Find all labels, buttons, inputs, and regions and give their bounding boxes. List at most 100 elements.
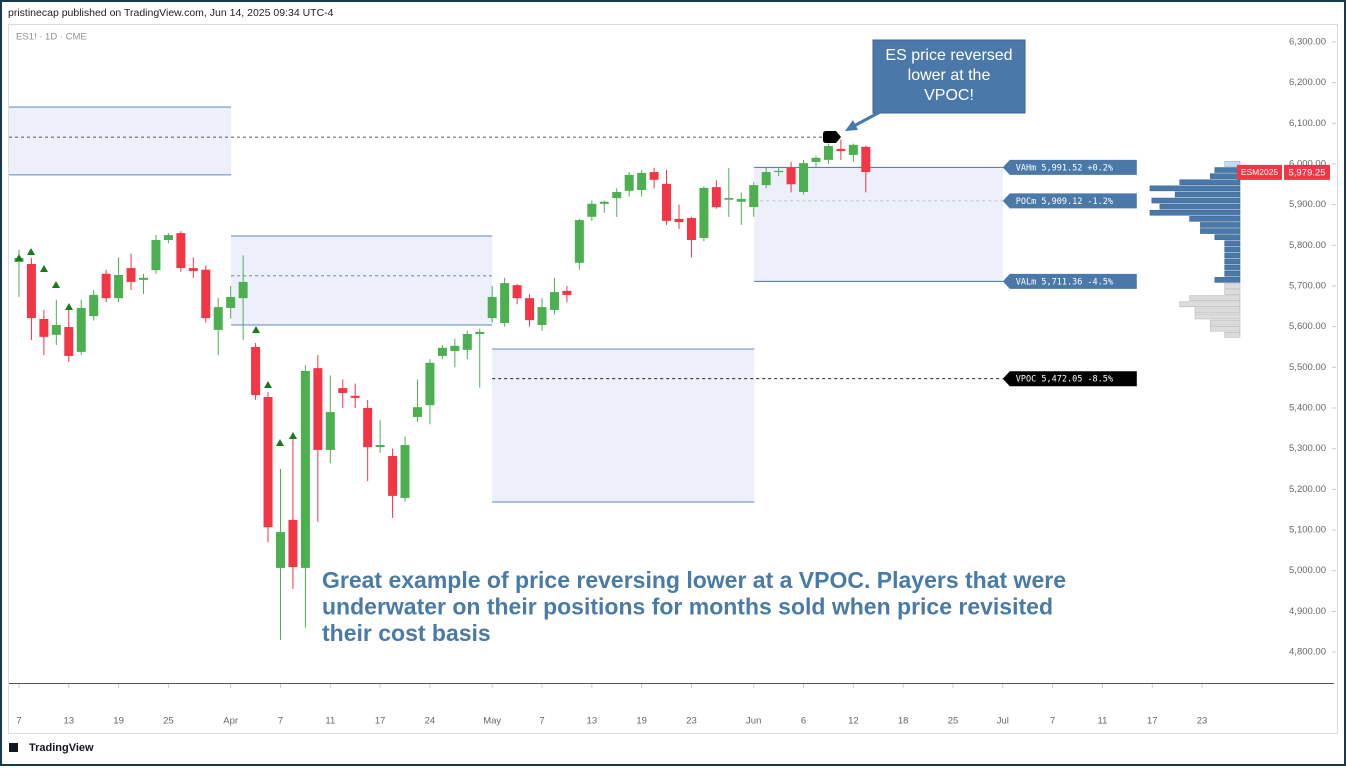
x-tick-label: 11 (1097, 716, 1107, 727)
candle-body (325, 412, 335, 450)
x-tick-label: 7 (16, 716, 21, 727)
profile-bar (1200, 222, 1241, 228)
candle-body (811, 157, 821, 162)
candle-body (699, 187, 709, 238)
level-label: VPOC 5,472.05 -8.5% (1016, 375, 1113, 385)
x-tick-label: 19 (113, 716, 124, 727)
profile-bar (1189, 295, 1241, 301)
signal (27, 248, 35, 255)
candle-body (512, 285, 522, 299)
volume-profile: ESM2025 5,979.25 (1149, 161, 1330, 338)
signal (15, 254, 23, 261)
x-tick-label: 7 (539, 716, 544, 727)
note-text: Great example of price reversing lower a… (322, 567, 1066, 593)
profile-bar (1224, 264, 1241, 271)
profile-bar (1174, 191, 1241, 198)
candle-body (76, 307, 86, 352)
logo: TradingView (9, 742, 94, 754)
signal (65, 303, 73, 310)
candle-body (848, 144, 858, 155)
candle-body (163, 235, 173, 241)
profile-bar (1159, 203, 1241, 210)
level-tag (1002, 193, 1137, 209)
candle-body (213, 307, 223, 330)
candle-body (674, 218, 684, 223)
candle-body (64, 327, 74, 356)
last-price-label: 5,979.25 (1289, 167, 1326, 178)
profile-bar (1194, 313, 1241, 320)
zone (9, 106, 232, 175)
y-tick-label: 6,000.00 (1289, 158, 1326, 169)
candle-body (375, 445, 385, 448)
profile-bar (1224, 252, 1241, 259)
y-tick-label: 5,100.00 (1289, 525, 1326, 536)
x-tick-label: Jun (746, 716, 761, 727)
level-tag (1002, 371, 1137, 387)
candle-body (51, 325, 61, 335)
header: pristinecap published on TradingView.com… (8, 7, 334, 19)
y-tick-label: 6,200.00 (1289, 77, 1326, 88)
candle-body (313, 368, 323, 450)
candle-body (462, 333, 472, 350)
profile-bar (1224, 270, 1241, 277)
profile-bar (1194, 307, 1241, 314)
signal (52, 281, 60, 288)
y-tick-label: 5,000.00 (1289, 565, 1326, 576)
candle-body (251, 346, 261, 395)
y-tick-label: 5,200.00 (1289, 484, 1326, 495)
y-tick-label: 5,900.00 (1289, 199, 1326, 210)
x-tick-label: 25 (948, 716, 959, 727)
x-tick-label: 13 (587, 716, 598, 727)
candle-body (537, 307, 547, 326)
level-tag (1002, 159, 1137, 175)
candle-body (300, 370, 310, 568)
zones (9, 106, 1003, 503)
axes: 6,300.00 6,200.00 6,100.00 6,000.00 5,900.00… (16, 36, 1336, 727)
y-tick-label: 6,100.00 (1289, 118, 1326, 129)
x-tick-label: 12 (848, 716, 859, 727)
candle-body (39, 318, 49, 337)
candle-body (662, 183, 672, 221)
candle-body (101, 273, 111, 299)
candle-body (338, 388, 348, 393)
profile-bar (1210, 173, 1241, 179)
candle-body (263, 397, 273, 528)
symbol-tag (1237, 164, 1282, 180)
candle-body (475, 331, 485, 334)
callout-arrowhead (845, 120, 858, 131)
profile-bar (1214, 167, 1241, 173)
candle-body (437, 347, 447, 356)
candle-body (288, 519, 298, 568)
candle-body (450, 345, 460, 352)
candle-body (400, 445, 410, 498)
y-tick-label: 4,800.00 (1289, 647, 1326, 658)
candle-body (89, 294, 99, 317)
candle-body (823, 146, 833, 160)
candle-body (26, 264, 36, 319)
signal (289, 432, 297, 439)
candle-body (574, 220, 584, 263)
level-tag (1002, 273, 1137, 289)
profile-bar (1179, 179, 1241, 186)
signals (15, 248, 297, 446)
note-text: underwater on their positions for months… (322, 594, 1053, 620)
candle-body (649, 172, 659, 180)
profile-bar (1210, 319, 1241, 326)
candle-body (350, 395, 360, 398)
candle-body (724, 198, 734, 200)
candle-body (562, 290, 572, 295)
y-tick-label: 4,900.00 (1289, 606, 1326, 617)
candle-body (201, 269, 211, 319)
callout-arrow (851, 110, 881, 129)
candle-body (549, 292, 559, 310)
x-tick-label: 24 (425, 716, 436, 727)
level-lines: VAHm 5,991.52 +0.2% POCm 5,909.12 -1.2% VA… (9, 136, 1137, 387)
profile-bar (1224, 258, 1241, 265)
x-tick-label: 17 (375, 716, 386, 727)
candle-body (761, 172, 771, 186)
candle-body (836, 148, 846, 151)
y-tick-label: 5,600.00 (1289, 321, 1326, 332)
x-tick-label: 11 (325, 716, 335, 727)
x-tick-label: Apr (223, 716, 238, 727)
